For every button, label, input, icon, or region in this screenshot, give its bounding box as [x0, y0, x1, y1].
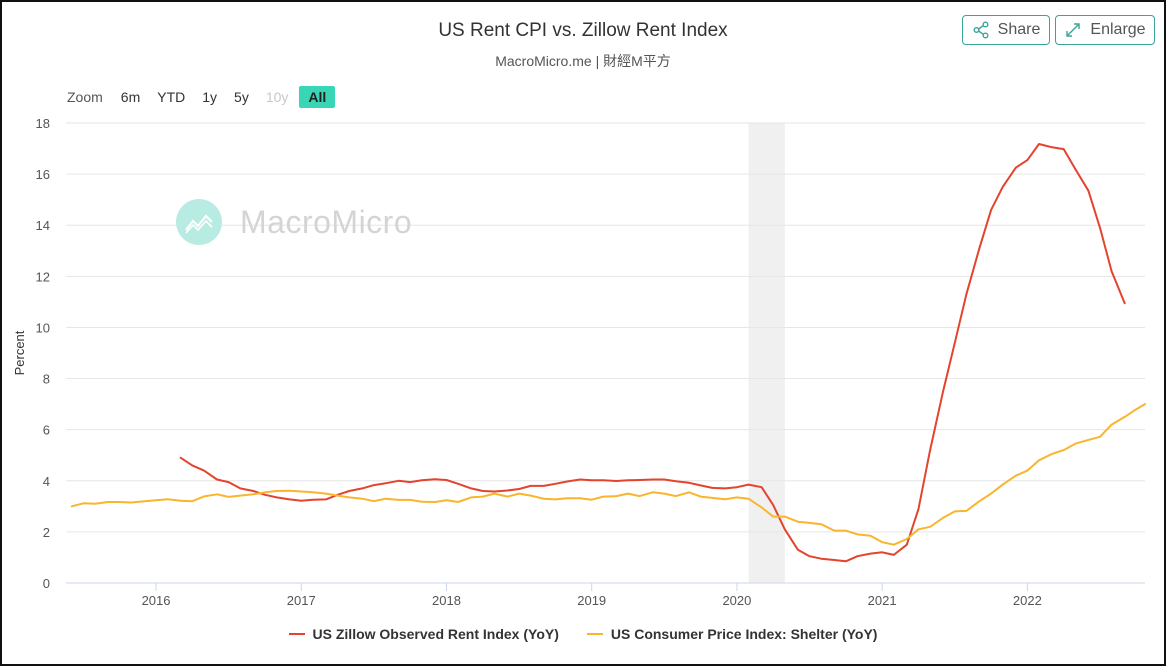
recession-band — [748, 123, 785, 583]
x-tick-label: 2021 — [868, 593, 897, 608]
legend-label-zillow: US Zillow Observed Rent Index (YoY) — [312, 626, 559, 642]
y-tick-label: 18 — [36, 116, 50, 131]
x-tick-label: 2017 — [287, 593, 316, 608]
zoom-6m-button[interactable]: 6m — [120, 89, 141, 105]
x-tick-label: 2018 — [432, 593, 461, 608]
x-tick-label: 2019 — [577, 593, 606, 608]
x-tick-label: 2016 — [142, 593, 171, 608]
chart-legend: US Zillow Observed Rent Index (YoY) US C… — [0, 626, 1166, 642]
zoom-label: Zoom — [67, 89, 103, 105]
zoom-1y-button[interactable]: 1y — [202, 89, 218, 105]
watermark-logo-icon — [176, 199, 222, 245]
share-label: Share — [997, 21, 1041, 38]
y-tick-label: 12 — [36, 269, 50, 284]
legend-label-cpi: US Consumer Price Index: Shelter (YoY) — [610, 626, 878, 642]
zoom-all-button[interactable]: All — [299, 86, 336, 108]
x-tick-label: 2022 — [1013, 593, 1042, 608]
legend-item-zillow[interactable]: US Zillow Observed Rent Index (YoY) — [288, 626, 559, 642]
zoom-5y-button[interactable]: 5y — [234, 89, 249, 105]
zoom-selector: Zoom 6m YTD 1y 5y 10y All — [67, 85, 340, 109]
y-tick-label: 0 — [43, 576, 50, 591]
watermark-text: MacroMicro — [240, 203, 413, 240]
legend-swatch-cpi — [586, 633, 603, 635]
y-tick-label: 10 — [36, 320, 50, 335]
x-tick-label: 2020 — [722, 593, 751, 608]
zoom-ytd-button[interactable]: YTD — [157, 89, 186, 105]
share-icon — [973, 21, 989, 39]
legend-item-cpi[interactable]: US Consumer Price Index: Shelter (YoY) — [586, 626, 878, 642]
y-tick-label: 2 — [43, 525, 50, 540]
watermark: MacroMicro — [176, 199, 412, 245]
share-button[interactable]: Share — [962, 15, 1050, 45]
enlarge-button[interactable]: Enlarge — [1055, 15, 1155, 45]
expand-icon — [1066, 23, 1081, 37]
series-line-cpi — [70, 403, 1146, 546]
y-tick-label: 6 — [43, 423, 50, 438]
y-axis-label: Percent — [12, 330, 27, 375]
zoom-10y-button[interactable]: 10y — [265, 89, 289, 105]
y-tick-label: 16 — [36, 167, 50, 182]
chart-title: US Rent CPI vs. Zillow Rent Index — [438, 20, 728, 41]
enlarge-label: Enlarge — [1090, 21, 1146, 38]
y-tick-label: 8 — [43, 372, 50, 387]
y-tick-label: 14 — [36, 218, 50, 233]
chart-subtitle: MacroMicro.me | 財經M平方 — [495, 53, 671, 69]
legend-swatch-zillow — [288, 633, 305, 635]
y-tick-label: 4 — [43, 474, 50, 489]
